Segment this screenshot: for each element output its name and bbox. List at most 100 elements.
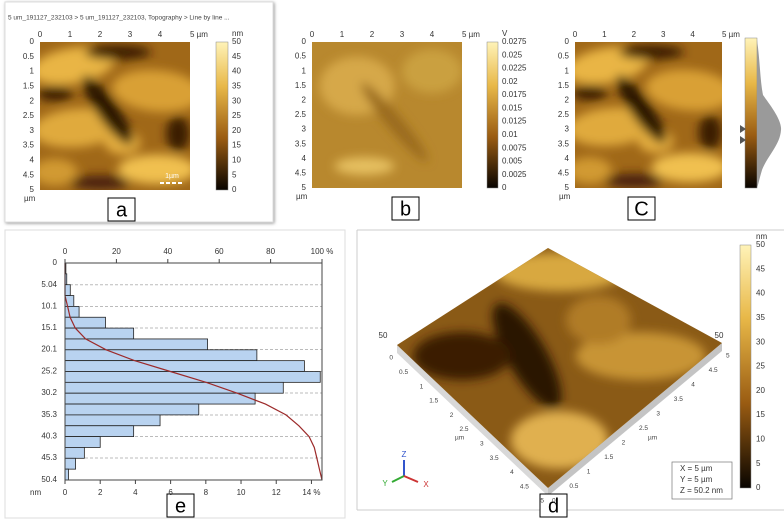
y-tick-label: 25.2 <box>41 367 57 376</box>
x-tick-label: 2 <box>98 30 103 39</box>
axis-icon-label: Z <box>402 450 407 459</box>
label-box <box>166 493 195 518</box>
bar <box>64 392 256 405</box>
bar <box>64 436 101 448</box>
y-tick-label: 2 <box>565 96 570 105</box>
x-tick-label: 5 µm <box>462 30 480 39</box>
colorbar-tick-label: 40 <box>756 289 765 298</box>
edge-tick-label: 4.5 <box>520 483 529 490</box>
surface-wall <box>397 345 548 496</box>
panel-label: C <box>634 198 648 220</box>
y-tick-label: 20.1 <box>41 345 57 354</box>
label-box <box>107 197 136 222</box>
bar <box>64 327 135 340</box>
colorbar-tick-label: 0.0225 <box>502 64 527 73</box>
colorbar-tick-label: 25 <box>232 111 241 120</box>
edge-tick-label: 2 <box>450 412 454 419</box>
panel-label: b <box>400 198 411 220</box>
info-text: Y = 5 µm <box>680 475 713 484</box>
bar <box>64 349 258 362</box>
bar <box>64 425 135 438</box>
x2-tick-label: 40 <box>163 247 172 256</box>
x-tick-label: 1 <box>340 30 345 39</box>
y-tick-label: 4.5 <box>295 169 307 178</box>
bar <box>64 403 200 416</box>
x-tick-label: 10 <box>237 488 246 497</box>
colorbar-tick-label: 5 <box>756 459 761 468</box>
edge-tick-label: 5 <box>540 498 544 505</box>
edge-tick-label: 4 <box>691 382 695 389</box>
colorbar <box>744 37 758 189</box>
x-tick-label: 2 <box>98 488 103 497</box>
colorbar-tick-label: 0.0075 <box>502 143 527 152</box>
afm-image <box>312 42 462 188</box>
edge-tick-label: 0 <box>389 355 393 362</box>
axis-icon <box>403 475 419 483</box>
edge-tick-label: 0.5 <box>399 369 408 376</box>
y-tick-label: 3 <box>565 125 570 134</box>
edge-tick-label: 2 <box>622 440 626 447</box>
texture-blob <box>575 332 706 380</box>
x2-tick-label: 0 <box>63 247 68 256</box>
y-tick-label: 0 <box>30 37 35 46</box>
colorbar-tick-label: 30 <box>756 337 765 346</box>
colorbar-tick-label: 20 <box>232 126 241 135</box>
axis-icon-label: Y <box>382 479 388 488</box>
y-tick-label: 4 <box>565 154 570 163</box>
y-tick-label: 0 <box>53 258 58 267</box>
x-tick-label: 0 <box>573 30 578 39</box>
info-box <box>671 461 733 500</box>
colorbar-tick-label: 10 <box>756 435 765 444</box>
edge-tick-label: 1 <box>420 383 424 390</box>
colorbar-tick-label: 35 <box>756 313 765 322</box>
x2-tick-label: 20 <box>112 247 121 256</box>
colorbar-tick-label: 0.02 <box>502 77 518 86</box>
y-tick-label: 1 <box>302 66 307 75</box>
edge-tick-label: 2.5 <box>639 425 648 432</box>
x-tick-label: 12 <box>272 488 281 497</box>
y-tick-label: 5 <box>30 185 35 194</box>
texture-blob <box>118 154 190 185</box>
label-box <box>391 196 420 221</box>
texture-blob <box>70 175 130 190</box>
texture-blob <box>492 303 562 409</box>
y-tick-label: 2.5 <box>558 110 570 119</box>
info-text: Z = 50.2 nm <box>680 486 723 495</box>
y-tick-label: 0.5 <box>558 52 570 61</box>
image-texture <box>413 252 706 469</box>
y-tick-label: 2.5 <box>23 111 35 120</box>
x-tick-label: 0 <box>63 488 68 497</box>
colorbar <box>739 244 752 489</box>
panel-label: e <box>175 495 186 517</box>
colorbar-tick-label: 0 <box>232 185 237 194</box>
y-tick-label: 0 <box>565 37 570 46</box>
x-tick-label: 8 <box>204 488 209 497</box>
scale-bar-label: 1µm <box>165 173 179 180</box>
colorbar-tick-label: 0.0275 <box>502 37 527 46</box>
y-tick-label: 0.5 <box>23 52 35 61</box>
afm-image <box>575 42 722 188</box>
y-tick-label: 45.3 <box>41 453 57 462</box>
z-label: 50 <box>715 331 724 340</box>
y-tick-label: 2 <box>30 96 35 105</box>
x-tick-label: 0 <box>310 30 315 39</box>
bar <box>64 284 71 296</box>
y-tick-label: 0.5 <box>295 52 307 61</box>
axis-unit: µm <box>455 435 464 442</box>
edge-tick-label: 4 <box>510 469 514 476</box>
x-tick-label: 4 <box>690 30 695 39</box>
edge-tick-label: 3 <box>656 411 660 418</box>
x-tick-label: 4 <box>158 30 163 39</box>
y-tick-label: 40.3 <box>41 432 57 441</box>
x-tick-label: 14 % <box>302 488 320 497</box>
x-tick-label: 3 <box>128 30 133 39</box>
x2-tick-label: 100 % <box>311 247 334 256</box>
colorbar-tick-label: 0.0125 <box>502 117 527 126</box>
label-box <box>539 493 568 518</box>
bar <box>64 338 208 351</box>
label-box <box>627 196 656 221</box>
x-tick-label: 3 <box>661 30 666 39</box>
y-axis-label: nm <box>30 488 41 497</box>
colorbar-tick-label: 0.015 <box>502 103 523 112</box>
edge-tick-label: 5 <box>726 353 730 360</box>
